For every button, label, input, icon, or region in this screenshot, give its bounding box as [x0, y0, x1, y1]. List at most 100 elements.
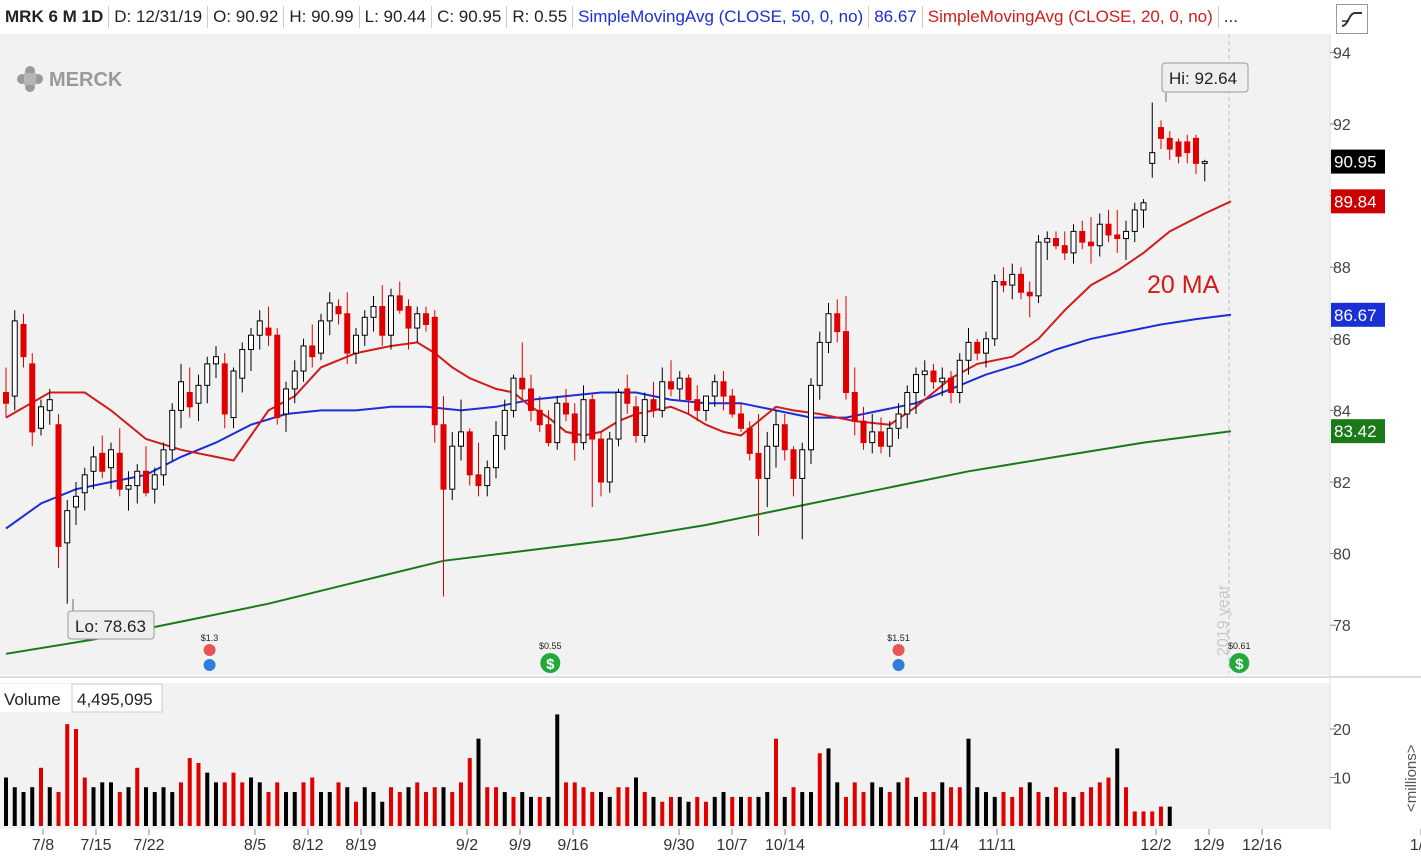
candle	[186, 367, 193, 418]
date-tick-label: 7/15	[80, 837, 111, 854]
volume-axis: 10 20	[1330, 722, 1351, 788]
volume-bar	[826, 748, 831, 826]
candle	[73, 482, 79, 525]
candle	[230, 367, 237, 429]
volume-bar	[65, 724, 70, 826]
candle	[641, 392, 648, 443]
date-tick-label: 11/4	[929, 837, 959, 854]
trend-line-icon	[1341, 12, 1362, 27]
candle	[265, 306, 272, 346]
candle	[1131, 202, 1138, 243]
volume-bar	[695, 796, 700, 826]
volume-bar	[800, 792, 805, 826]
candle	[99, 435, 106, 479]
candle	[825, 303, 832, 354]
sma50-value: 86.67	[869, 6, 923, 28]
volume-bar	[809, 792, 813, 826]
candles	[3, 102, 1208, 604]
candle	[431, 310, 438, 443]
candle	[195, 374, 202, 422]
volume-bar	[179, 782, 183, 826]
volume-bar	[319, 792, 323, 826]
date-tick-label: 9/2	[456, 837, 478, 854]
volume-bar	[301, 782, 306, 826]
candle	[300, 338, 307, 382]
volume-bar	[494, 787, 498, 826]
candle	[580, 385, 587, 450]
candle	[458, 399, 464, 461]
volume-bar	[1132, 811, 1137, 826]
candle	[965, 328, 972, 375]
volume-bar	[835, 782, 840, 826]
more-studies-button[interactable]: ...	[1223, 7, 1238, 26]
volume-bar	[704, 801, 708, 826]
candle	[64, 499, 71, 604]
candle	[318, 313, 324, 361]
candle	[1009, 263, 1016, 300]
volume-bar	[450, 792, 455, 826]
candle	[1070, 224, 1077, 264]
candle	[528, 374, 534, 422]
dollar-icon: $	[546, 656, 555, 673]
earnings-event-marker: $1.3	[201, 633, 218, 671]
date-tick-label: 10/14	[765, 837, 805, 854]
candle	[878, 417, 884, 454]
volume-bar	[257, 782, 262, 826]
volume-bar	[607, 796, 612, 826]
candle	[851, 367, 858, 436]
candle	[501, 399, 508, 450]
candle	[589, 392, 596, 508]
volume-bar	[1124, 787, 1128, 826]
candle	[545, 410, 552, 447]
price-tag: 90.95	[1331, 149, 1385, 174]
volume-bar	[476, 738, 481, 826]
candle	[151, 467, 158, 504]
volume-bar	[511, 796, 516, 826]
candle	[256, 310, 263, 350]
candle	[90, 446, 97, 490]
volume-bar	[1167, 806, 1172, 826]
volume-bar	[879, 787, 883, 826]
candle	[396, 281, 403, 314]
candle	[414, 306, 421, 343]
candle	[624, 374, 631, 414]
candle	[178, 363, 184, 429]
info-icon	[203, 659, 216, 671]
volume-bar	[91, 787, 96, 826]
symbol-label[interactable]: MRK 6 M 1D	[0, 6, 110, 28]
volume-bar	[231, 772, 236, 826]
candle	[1088, 217, 1094, 264]
volume-bar	[1141, 811, 1146, 826]
sma20-study-label[interactable]: SimpleMovingAvg (CLOSE, 20, 0, no)	[923, 6, 1219, 28]
candle	[598, 431, 604, 497]
volume-bar	[590, 792, 595, 826]
year-watermark: 2019 year	[1215, 584, 1232, 656]
logo-text: MERCK	[49, 69, 123, 91]
candle	[1123, 220, 1129, 261]
candle	[125, 471, 132, 511]
candle	[1114, 209, 1121, 253]
volume-bar	[284, 792, 288, 826]
candle	[886, 421, 893, 457]
candle	[1140, 199, 1147, 228]
volume-bar	[1027, 782, 1032, 826]
volume-bar	[896, 782, 901, 826]
volume-bar	[520, 792, 525, 826]
candle	[3, 367, 9, 418]
drawing-tool-button[interactable]	[1336, 4, 1368, 34]
candle	[160, 442, 167, 486]
candle	[274, 328, 281, 425]
volume-bar	[371, 792, 376, 826]
volume-bar	[721, 792, 726, 826]
chart-header: MRK 6 M 1D D: 12/31/19 O: 90.92 H: 90.99…	[0, 0, 1330, 34]
date-tick-label: 11/11	[978, 837, 1016, 854]
volume-bar	[292, 792, 297, 826]
sma50-study-label[interactable]: SimpleMovingAvg (CLOSE, 50, 0, no)	[573, 6, 870, 28]
candle	[974, 338, 981, 361]
volume-bar	[117, 792, 122, 826]
volume-bar	[940, 782, 945, 826]
volume-bar	[852, 782, 857, 826]
price-tag-value: 90.95	[1334, 153, 1377, 172]
volume-bar	[572, 782, 577, 826]
